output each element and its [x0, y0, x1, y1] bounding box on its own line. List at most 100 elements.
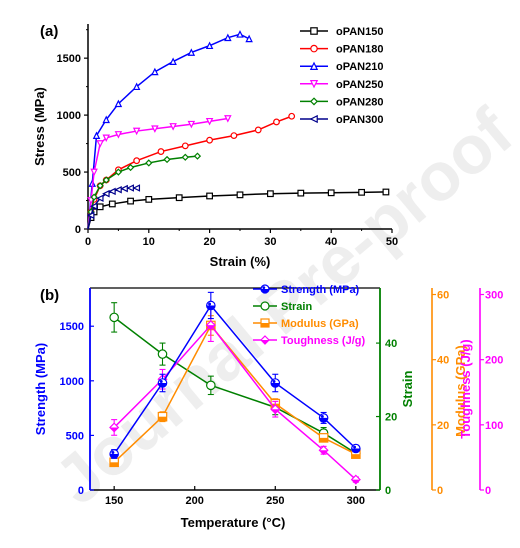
strain-tick-label: 40: [385, 338, 397, 350]
data-point-oPAN250: [224, 115, 232, 123]
legend-marker-oPAN300: [309, 114, 318, 124]
data-point-oPAN210: [224, 33, 232, 42]
data-point-Toughness (J/g)-fill: [351, 479, 361, 484]
data-point-oPAN280: [181, 153, 189, 161]
strength-tick-label: 0: [78, 485, 84, 497]
data-point-Toughness (J/g): [318, 445, 329, 456]
data-point-oPAN250: [151, 125, 159, 133]
data-point-Modulus (GPa)-fill: [109, 462, 119, 467]
modulus-tick-label: 40: [437, 355, 449, 367]
legend-marker-Strength (MPa): [260, 284, 270, 294]
legend-label-oPAN280: oPAN280: [336, 96, 383, 108]
strength-tick-label: 500: [66, 430, 84, 442]
data-point-Toughness (J/g): [109, 422, 120, 433]
data-point-oPAN280: [114, 168, 123, 176]
data-point-Strength (MPa)-shine: [159, 380, 163, 383]
legend-label-oPAN210: oPAN210: [336, 61, 383, 73]
data-point-Strength (MPa)-shine: [208, 302, 212, 306]
toughness-axis-label: Toughness (J/g): [458, 339, 473, 438]
data-point-oPAN280: [126, 163, 135, 172]
series-line-oPAN210: [87, 33, 250, 230]
legend-label-Strain: Strain: [281, 301, 312, 313]
data-point-Modulus (GPa): [109, 457, 119, 468]
data-point-oPAN150: [267, 190, 274, 198]
data-point-oPAN300: [120, 184, 128, 193]
data-point-oPAN300: [114, 185, 122, 194]
data-point-Strength (MPa)-shine: [272, 380, 276, 383]
modulus-tick-label: 0: [437, 485, 443, 497]
strength-axis-label: Strength (MPa): [33, 343, 48, 435]
data-point-Strength (MPa): [109, 449, 119, 459]
data-point-oPAN250: [96, 140, 104, 148]
series-line-oPAN250: [87, 117, 228, 230]
data-point-oPAN300: [96, 194, 104, 203]
legend-marker-Strength (MPa)-shine: [262, 286, 266, 289]
x-tick-label: 10: [143, 236, 155, 248]
data-point-oPAN280: [163, 155, 171, 164]
data-point-Strength (MPa): [157, 378, 168, 388]
panel-label: (a): [40, 23, 58, 40]
strain-axis-label: Strain: [400, 371, 415, 408]
data-point-oPAN150: [382, 188, 390, 196]
data-point-oPAN300: [102, 189, 110, 198]
series-line-Toughness (J/g): [113, 323, 357, 481]
legend-marker-oPAN250: [309, 79, 319, 89]
data-point-Strength (MPa): [206, 300, 216, 311]
data-point-oPAN180: [206, 136, 214, 144]
data-point-oPAN210: [187, 48, 196, 56]
series-line-Strength (MPa): [113, 304, 357, 455]
data-point-Toughness (J/g): [205, 320, 216, 331]
modulus-tick-label: 60: [437, 290, 449, 302]
series-line-Strain: [113, 316, 357, 454]
data-point-oPAN300: [132, 184, 141, 192]
legend-marker-Strength (MPa)-fill: [261, 289, 269, 293]
data-point-oPAN180: [288, 112, 296, 120]
y-tick-label: 1500: [57, 53, 81, 65]
data-point-oPAN150: [108, 200, 116, 208]
data-point-oPAN300: [89, 202, 98, 210]
data-point-oPAN250: [102, 134, 111, 143]
data-point-oPAN250: [205, 117, 214, 126]
legend-label-Toughness (J/g): Toughness (J/g): [281, 335, 365, 347]
strain-tick-label: 0: [385, 485, 391, 497]
data-point-Strain: [206, 380, 216, 391]
data-point-Strain: [109, 312, 119, 323]
data-point-Strength (MPa)-fill: [206, 305, 216, 310]
data-point-Strength (MPa)-fill: [271, 382, 280, 388]
data-point-oPAN210: [236, 30, 244, 38]
legend-marker-oPAN180: [310, 44, 318, 53]
x-tick-label: 250: [266, 495, 284, 507]
data-point-oPAN210: [169, 57, 177, 65]
legend-marker-Modulus (GPa): [260, 318, 270, 328]
data-point-oPAN150: [96, 203, 104, 211]
data-point-Modulus (GPa)-fill: [158, 416, 167, 421]
data-point-oPAN280: [193, 152, 202, 160]
data-point-Toughness (J/g): [350, 474, 361, 485]
legend-marker-Modulus (GPa)-fill: [261, 323, 269, 327]
x-tick-label: 40: [325, 236, 337, 248]
data-point-oPAN210: [245, 34, 253, 43]
data-point-Modulus (GPa): [318, 433, 329, 443]
data-point-oPAN150: [327, 189, 335, 197]
data-point-Strength (MPa)-shine: [320, 414, 324, 418]
legend-label-oPAN150: oPAN150: [336, 26, 383, 38]
data-point-oPAN210: [114, 99, 123, 108]
data-point-oPAN280: [145, 159, 153, 167]
x-axis-label: Temperature (°C): [181, 515, 286, 530]
data-point-Strength (MPa): [270, 378, 281, 388]
data-point-Toughness (J/g)-fill: [109, 427, 119, 432]
legend-marker-Toughness (J/g): [260, 335, 270, 345]
x-tick-label: 150: [105, 495, 123, 507]
y-tick-label: 500: [63, 167, 81, 179]
data-point-oPAN150: [175, 194, 183, 202]
data-point-Strength (MPa): [351, 443, 361, 454]
data-point-oPAN150: [358, 188, 365, 196]
data-point-oPAN210: [102, 115, 111, 124]
series-line-Modulus (GPa): [113, 324, 357, 463]
toughness-tick-label: 0: [485, 485, 491, 497]
data-point-oPAN300: [86, 211, 95, 220]
strength-tick-label: 1500: [60, 321, 84, 333]
data-point-oPAN150: [236, 191, 244, 199]
